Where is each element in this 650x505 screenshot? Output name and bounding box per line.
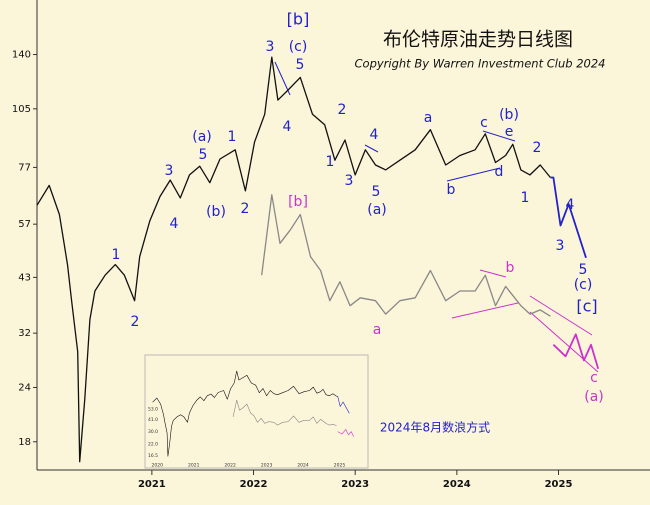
y-tick-label: 77 (18, 162, 31, 173)
y-tick-label: 140 (12, 50, 31, 61)
wave-label: 1 (326, 154, 335, 170)
wave-label: 5 (199, 147, 208, 163)
wave-label: a (424, 110, 433, 126)
wave-label: 2 (338, 102, 347, 118)
inset-y-tick-label: 53.0 (148, 407, 158, 413)
wave-label: (c) (289, 39, 308, 55)
series-line (261, 194, 551, 317)
wave-label: c (590, 370, 598, 386)
trendlines (274, 61, 516, 182)
x-tick-label: 2021 (138, 479, 166, 490)
x-tick-label: 2025 (545, 479, 573, 490)
note: 2024年8月数浪方式 (380, 420, 490, 435)
trendlines (451, 269, 599, 373)
wave-label: [c] (576, 297, 597, 316)
wave-label: e (505, 124, 514, 140)
y-tick-label: 18 (18, 437, 31, 448)
series-line (550, 176, 587, 259)
wave-label: 1 (228, 129, 237, 145)
inset-y-tick-label: 41.0 (148, 417, 158, 423)
subtitle: Copyright By Warren Investment Club 2024 (355, 57, 606, 71)
wave-label: 4 (566, 197, 575, 213)
wave-label: b (506, 260, 515, 276)
inset-frame (144, 354, 369, 469)
y-tick-label: 105 (12, 104, 31, 115)
y-tick-label: 57 (18, 219, 31, 230)
series-line (337, 429, 354, 437)
wave-label: 4 (370, 127, 379, 143)
wave-label: 5 (296, 57, 305, 73)
inset-x-tick-label: 2023 (261, 463, 273, 469)
wave-label: (a) (584, 389, 604, 405)
y-tick-label: 24 (18, 382, 31, 393)
y-tick-label: 32 (18, 328, 31, 339)
series-line (152, 370, 337, 457)
series-line (336, 396, 350, 414)
inset-y-tick-label: 22.0 (148, 442, 158, 448)
wave-label: 5 (579, 262, 588, 278)
wave-label: (a) (192, 129, 212, 145)
inset-x-tick-label: 2022 (224, 463, 236, 469)
inset-x-tick-label: 2025 (334, 463, 346, 469)
wave-label: 3 (165, 163, 174, 179)
wave-label: b (447, 182, 456, 198)
wave-label: 1 (521, 190, 530, 206)
inset-y-tick-label: 16.5 (148, 453, 158, 459)
wave-label: 3 (345, 173, 354, 189)
inset-y-tick-label: 30.0 (148, 429, 158, 435)
wave-label: 4 (283, 119, 292, 135)
series-line (552, 333, 600, 370)
wave-label: (b) (499, 107, 519, 123)
chart-title: 布伦特原油走势日线图 (383, 29, 573, 51)
series-line (36, 56, 551, 463)
wave-label: 3 (266, 39, 275, 55)
wave-label: 2 (131, 314, 140, 330)
wave-label: c (480, 115, 488, 131)
wave-label: a (373, 322, 382, 338)
wave-label: 5 (372, 184, 381, 200)
series-line (232, 399, 337, 426)
wave-label: (b) (206, 204, 226, 220)
x-tick-label: 2022 (240, 479, 268, 490)
wave-label: [b] (288, 194, 308, 210)
wave-label: d (495, 164, 504, 180)
x-tick-label: 2024 (443, 479, 471, 490)
wave-label: (c) (574, 277, 593, 293)
inset-x-tick-label: 2021 (188, 463, 200, 469)
wave-label: 2 (241, 201, 250, 217)
wave-label: [b] (287, 10, 310, 29)
wave-label: 1 (112, 247, 121, 263)
x-tick-label: 2023 (341, 479, 369, 490)
wave-label: (a) (367, 202, 387, 218)
y-tick-label: 43 (18, 272, 31, 283)
wave-label: 3 (556, 238, 565, 254)
inset-x-tick-label: 2024 (297, 463, 309, 469)
inset-x-tick-label: 2020 (152, 463, 164, 469)
wave-label: 4 (170, 216, 179, 232)
wave-label: 2 (533, 140, 542, 156)
